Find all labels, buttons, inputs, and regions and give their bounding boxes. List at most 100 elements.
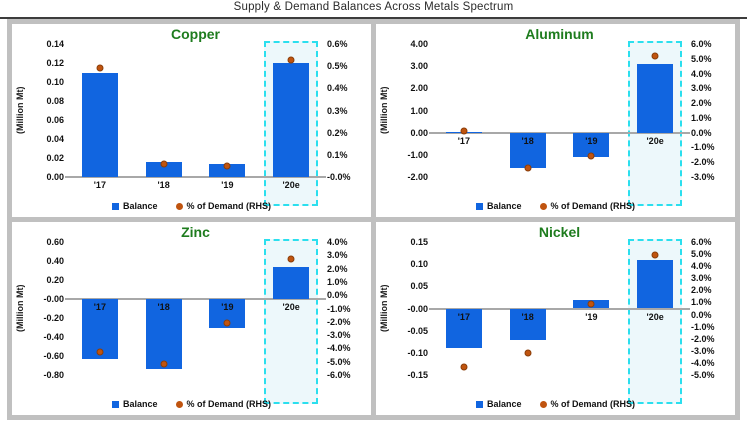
right-axis-tick: 0.4%	[327, 83, 348, 94]
left-axis-tick: -0.80	[43, 370, 64, 380]
legend-item-balance: Balance	[475, 399, 522, 409]
balance-legend-marker	[475, 202, 483, 210]
legend-item-demand: % of Demand (RHS)	[175, 201, 271, 211]
demand-dot	[160, 160, 168, 168]
left-axis-tick: -0.15	[407, 370, 428, 380]
demand-dot	[587, 152, 595, 160]
plot-area: '17 '18 '19 '20e	[65, 44, 326, 190]
legend-item-balance: Balance	[111, 201, 158, 211]
legend-item-demand: % of Demand (RHS)	[539, 201, 635, 211]
legend-item-demand: % of Demand (RHS)	[175, 399, 272, 409]
left-axis-tick: -0.00	[43, 294, 64, 304]
left-axis-tick: 0.06	[46, 115, 64, 125]
right-axis-tick: 4.0%	[691, 261, 712, 272]
right-axis-tick: 2.0%	[327, 263, 348, 274]
right-axis-tick: 0.2%	[327, 127, 348, 138]
left-axis-tick: 0.12	[46, 58, 64, 68]
demand-legend-marker	[539, 400, 547, 408]
left-axis-tick: 3.00	[410, 61, 428, 72]
right-axis-tick: 2.0%	[691, 285, 712, 296]
balance-bar	[445, 308, 482, 349]
demand-dot	[160, 360, 168, 368]
category-label: '20e	[646, 311, 664, 322]
demand-dot	[287, 255, 295, 263]
demand-dot	[460, 127, 468, 135]
legend: Balance % of Demand (RHS)	[376, 201, 735, 211]
right-axis-tick: -6.0%	[327, 370, 351, 380]
left-axis-tick: 0.00	[410, 127, 428, 138]
legend: Balance % of Demand (RHS)	[12, 201, 371, 211]
left-axis-tick: 0.10	[410, 259, 428, 270]
right-axis-tick: -4.0%	[327, 343, 351, 354]
legend-balance-label: Balance	[122, 201, 158, 211]
left-axis-ticks: 4.00 3.00 2.00 1.00 0.00 -1.00 -2.00	[388, 39, 430, 182]
plot-area: '17 '18 '19 '20e	[65, 242, 326, 375]
right-axis-tick: 0.1%	[327, 149, 348, 160]
demand-dot	[651, 52, 659, 60]
left-axis-tick: 0.14	[46, 39, 64, 49]
category-label: '17	[457, 311, 470, 322]
balance-bar	[145, 299, 182, 370]
left-axis-tick: -2.00	[407, 172, 428, 182]
legend: Balance % of Demand (RHS)	[12, 399, 371, 409]
demand-dot	[96, 64, 104, 72]
right-axis-tick: -1.0%	[691, 321, 715, 332]
category-label: '18	[521, 311, 534, 322]
left-axis-tick: 2.00	[410, 83, 428, 94]
balance-bar	[273, 266, 310, 299]
category-label: '18	[521, 135, 534, 146]
left-axis-tick: 0.40	[46, 256, 64, 266]
left-axis-ticks: 0.14 0.12 0.10 0.08 0.06 0.04 0.02 0.00	[24, 39, 66, 182]
right-axis-ticks: 0.6% 0.5% 0.4% 0.3% 0.2% 0.1% -0.0%	[325, 39, 367, 182]
right-axis-tick: -5.0%	[691, 370, 715, 380]
page-title: Supply & Demand Balances Across Metals S…	[233, 1, 514, 13]
right-axis-tick: 3.0%	[327, 250, 348, 261]
left-axis-tick: 0.08	[46, 96, 64, 106]
chart-panel-zinc: Zinc (Million Mt) 0.60 0.40 0.20 -0.00 -0.20…	[12, 222, 371, 415]
category-label: '20e	[646, 135, 664, 146]
category-label: '18	[157, 180, 170, 190]
balance-bar	[145, 161, 182, 177]
balance-bar	[81, 72, 118, 177]
category-label: '19	[221, 180, 234, 190]
balance-legend-marker	[111, 202, 119, 210]
right-axis-tick: 0.0%	[691, 309, 712, 320]
right-axis-tick: 3.0%	[691, 273, 712, 284]
left-axis-ticks: 0.15 0.10 0.05 -0.00 -0.05 -0.10 -0.15	[388, 237, 430, 380]
legend-balance-label: Balance	[486, 399, 522, 409]
right-axis-tick: -3.0%	[691, 345, 715, 356]
chart-title: Copper	[171, 26, 220, 42]
left-axis-tick: -0.60	[43, 351, 64, 361]
plot-area: '17 '18 '19 '20e	[429, 242, 690, 375]
legend-demand-label: % of Demand (RHS)	[550, 399, 636, 409]
legend-demand-label: % of Demand (RHS)	[186, 399, 272, 409]
right-axis-tick: 1.0%	[691, 297, 712, 308]
chart-title: Zinc	[181, 224, 210, 240]
legend-item-balance: Balance	[475, 201, 522, 211]
legend-item-demand: % of Demand (RHS)	[539, 399, 636, 409]
right-axis-tick: 0.3%	[327, 105, 348, 116]
right-axis-tick: 3.0%	[691, 83, 712, 94]
right-axis-tick: 4.0%	[691, 68, 712, 79]
demand-dot	[223, 162, 231, 170]
balance-bar	[81, 299, 118, 359]
right-axis-tick: -5.0%	[327, 356, 351, 367]
right-axis-ticks: 4.0% 3.0% 2.0% 1.0% 0.0% -1.0% -2.0% -3.0% -4.0%…	[325, 237, 367, 380]
demand-dot	[524, 164, 532, 172]
balance-legend-marker	[111, 400, 119, 408]
balance-bar	[273, 63, 310, 177]
left-axis-tick: 0.20	[46, 275, 64, 285]
balance-bar	[509, 308, 546, 340]
category-label: '20e	[282, 302, 300, 312]
category-axis-line	[429, 307, 690, 310]
left-axis-tick: 0.04	[46, 134, 64, 144]
category-axis-line	[65, 176, 326, 178]
demand-legend-marker	[175, 202, 183, 210]
legend-balance-label: Balance	[122, 399, 158, 409]
left-axis-tick: 0.02	[46, 153, 64, 163]
demand-legend-marker	[175, 400, 183, 408]
right-axis-tick: -3.0%	[691, 172, 715, 182]
category-label: '19	[585, 311, 598, 322]
category-axis-line	[429, 131, 690, 134]
